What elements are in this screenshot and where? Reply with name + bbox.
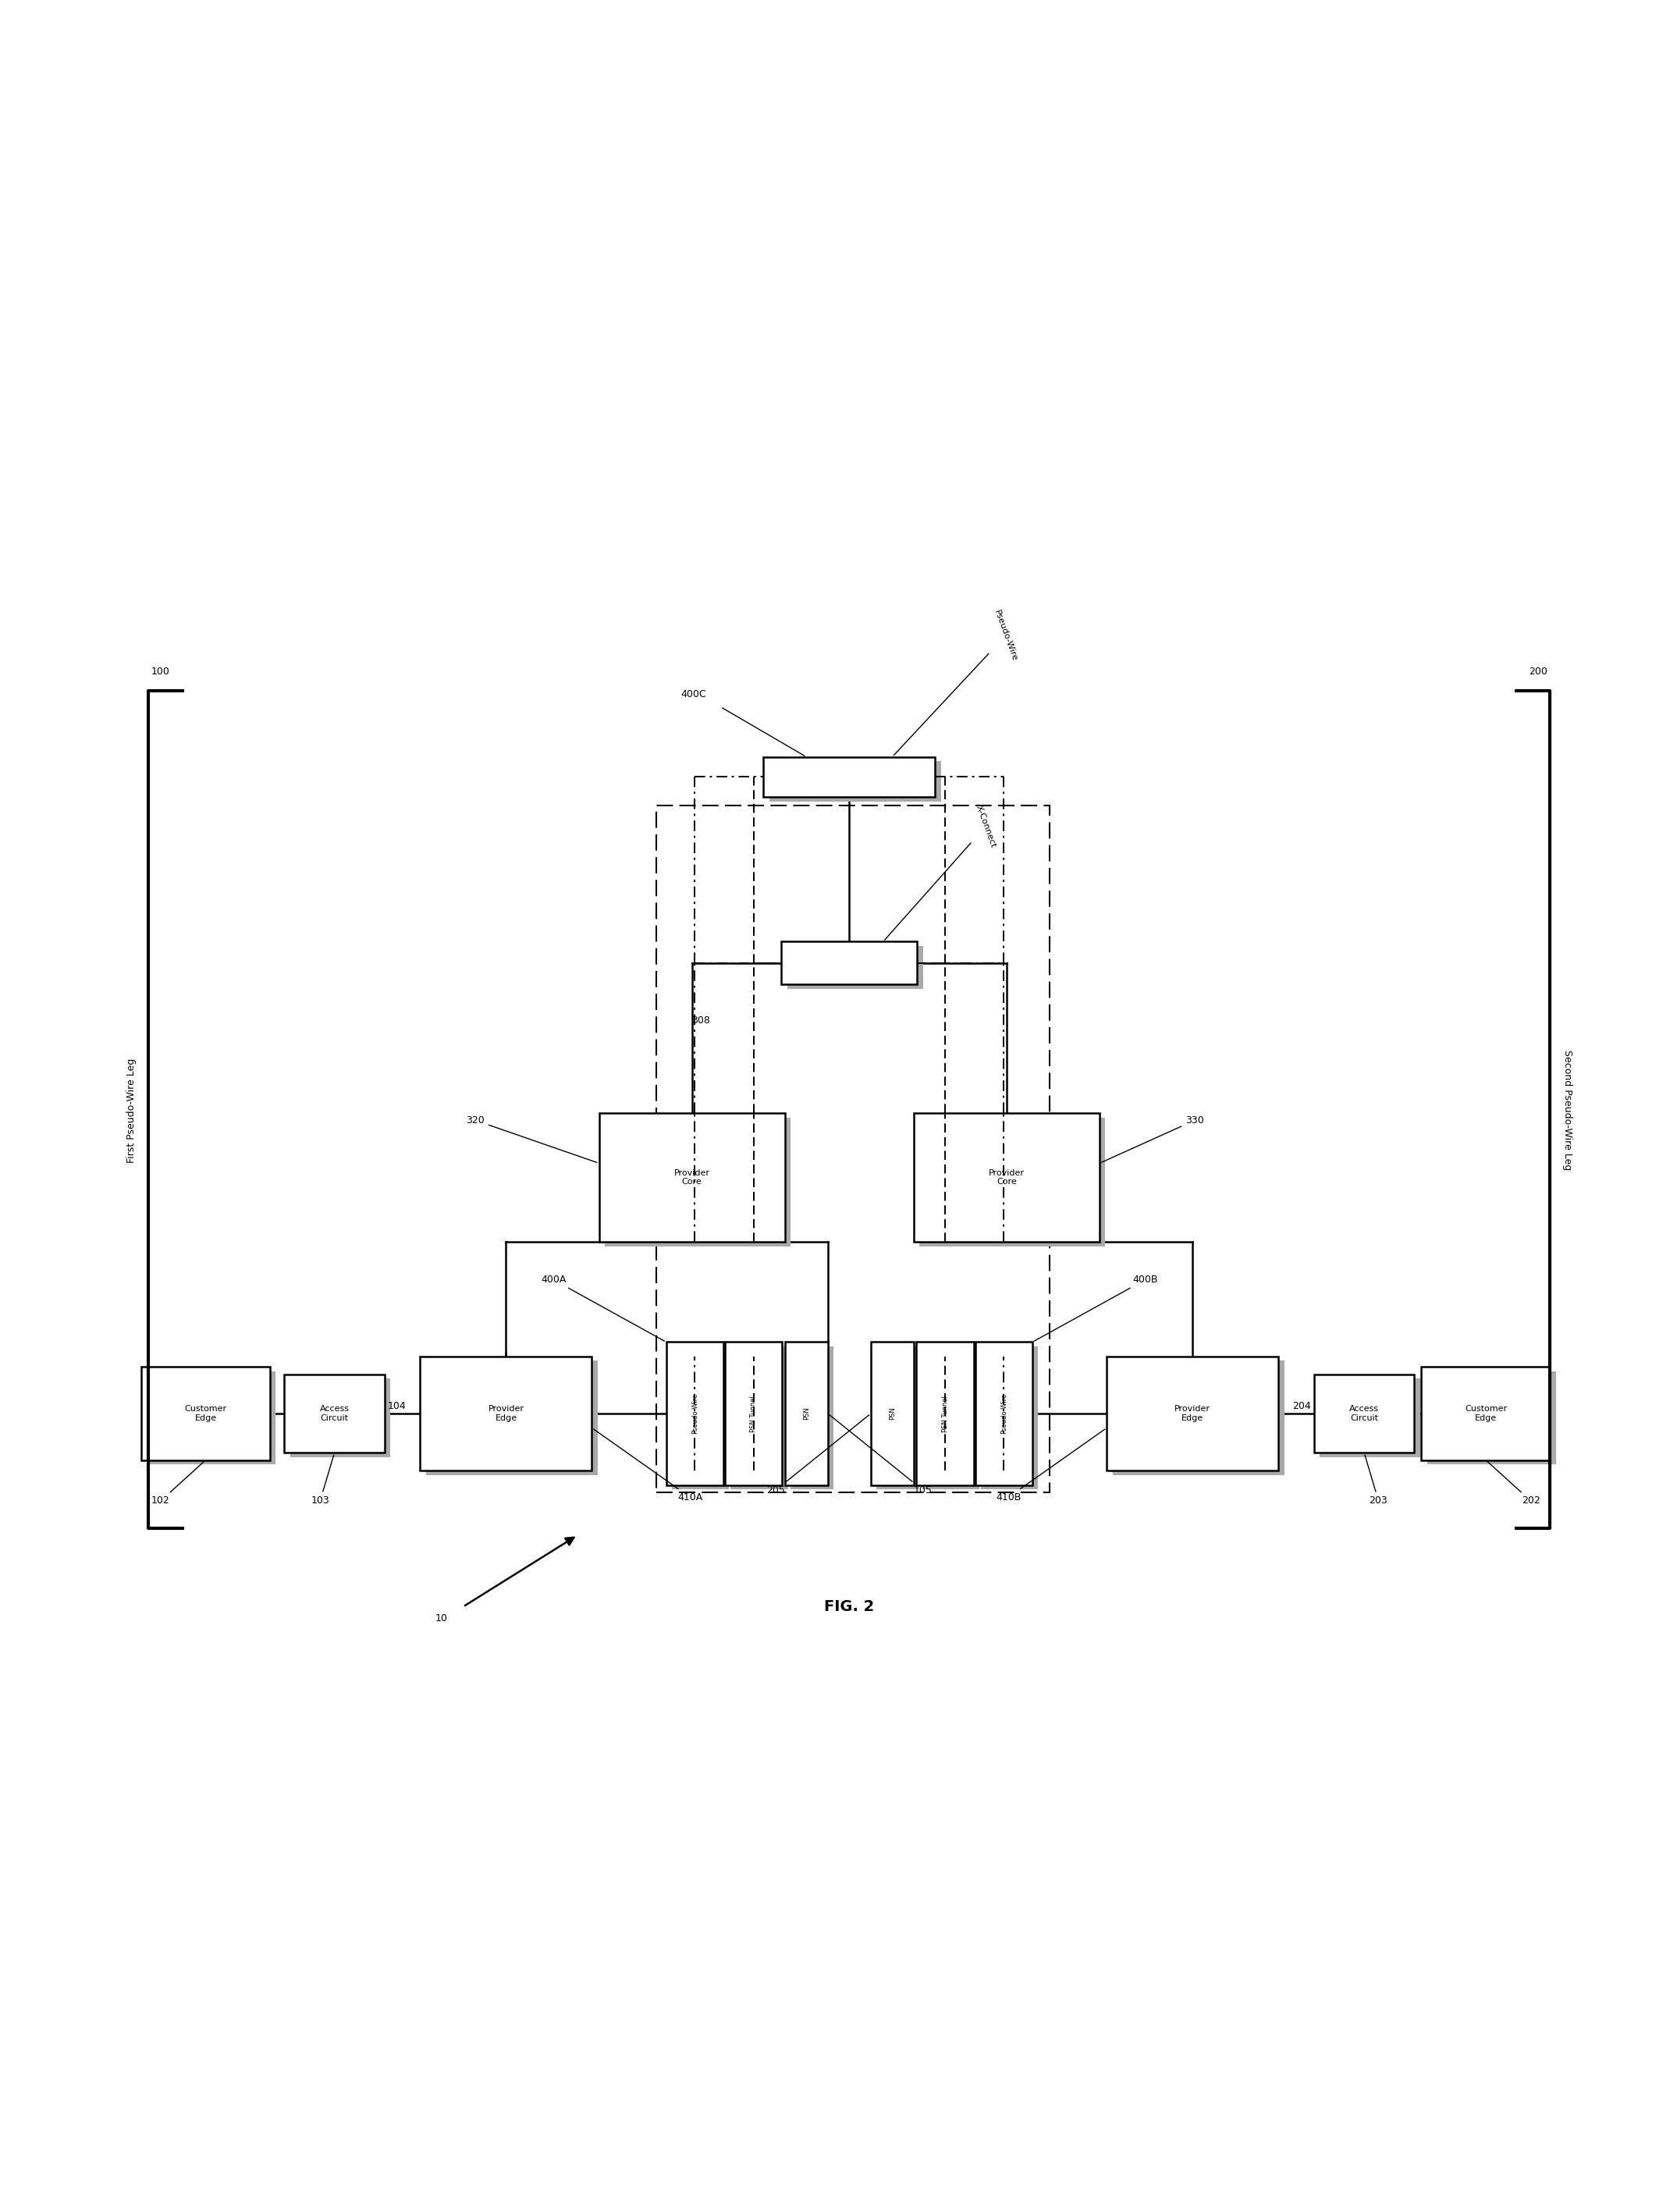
Text: Pseudo-Wire: Pseudo-Wire (691, 1394, 698, 1433)
Bar (920, 1117, 1106, 1245)
Bar (284, 1374, 384, 1453)
Bar (1428, 1371, 1556, 1464)
Bar (913, 1113, 1099, 1241)
Text: 203: 203 (1364, 1455, 1388, 1506)
Text: 100: 100 (152, 666, 170, 677)
Text: FIG. 2: FIG. 2 (825, 1599, 875, 1615)
Bar (1314, 1374, 1414, 1453)
Bar (656, 805, 1049, 1493)
Text: Provider
Edge: Provider Edge (488, 1405, 524, 1422)
Bar (421, 1356, 591, 1471)
Text: Customer
Edge: Customer Edge (185, 1405, 227, 1422)
Text: PSN: PSN (803, 1407, 810, 1420)
Text: Pseudo-Wire: Pseudo-Wire (1000, 1394, 1007, 1433)
Bar (790, 1347, 833, 1489)
Text: 400B: 400B (1034, 1274, 1157, 1340)
Bar (770, 761, 940, 801)
Bar (1319, 1378, 1420, 1458)
Text: 102: 102 (152, 1462, 204, 1506)
Text: 205: 205 (767, 1416, 868, 1495)
Bar (785, 1343, 828, 1484)
Bar (1421, 1367, 1550, 1460)
Text: 10: 10 (436, 1613, 448, 1624)
Text: 103: 103 (311, 1455, 334, 1506)
Text: PSN: PSN (888, 1407, 895, 1420)
Bar (917, 1343, 974, 1484)
Text: Pseudo-Wire: Pseudo-Wire (893, 608, 1019, 754)
Text: Customer
Edge: Customer Edge (1465, 1405, 1506, 1422)
Text: 320: 320 (466, 1115, 596, 1164)
Bar (877, 1347, 920, 1489)
Text: PSN Tunnel: PSN Tunnel (750, 1396, 757, 1431)
Bar (142, 1367, 271, 1460)
Text: 202: 202 (1488, 1462, 1540, 1506)
Text: First Pseudo-Wire Leg: First Pseudo-Wire Leg (127, 1057, 137, 1164)
Text: 410B: 410B (995, 1429, 1106, 1502)
Bar (787, 947, 924, 989)
Bar (980, 1347, 1039, 1489)
Text: Second Pseudo-Wire Leg: Second Pseudo-Wire Leg (1561, 1051, 1573, 1170)
Text: Provider
Core: Provider Core (989, 1170, 1025, 1186)
Text: 330: 330 (1102, 1115, 1204, 1161)
Bar (671, 1347, 730, 1489)
Bar (922, 1347, 980, 1489)
Text: PSN Tunnel: PSN Tunnel (942, 1396, 949, 1431)
Bar (1107, 1356, 1279, 1471)
Bar (426, 1360, 598, 1475)
Bar (1112, 1360, 1284, 1475)
Bar (763, 757, 935, 796)
Bar (975, 1343, 1032, 1484)
Text: 204: 204 (1293, 1402, 1311, 1411)
Bar (870, 1343, 913, 1484)
Text: 104: 104 (387, 1402, 406, 1411)
Bar (291, 1378, 391, 1458)
Bar (782, 942, 917, 984)
Text: Provider
Edge: Provider Edge (1174, 1405, 1211, 1422)
Text: 105: 105 (830, 1416, 932, 1495)
Bar (725, 1343, 782, 1484)
Text: Access
Circuit: Access Circuit (319, 1405, 349, 1422)
Bar (605, 1117, 790, 1245)
Text: 400C: 400C (681, 690, 706, 699)
Bar (730, 1347, 788, 1489)
Text: 410A: 410A (593, 1429, 703, 1502)
Text: 308: 308 (691, 1015, 710, 1024)
Bar (666, 1343, 723, 1484)
Bar (600, 1113, 785, 1241)
Bar (147, 1371, 276, 1464)
Text: Provider
Core: Provider Core (675, 1170, 710, 1186)
Text: X-Connect: X-Connect (885, 803, 997, 940)
Text: Access
Circuit: Access Circuit (1349, 1405, 1379, 1422)
Text: 400A: 400A (541, 1274, 665, 1340)
Text: 200: 200 (1528, 666, 1548, 677)
